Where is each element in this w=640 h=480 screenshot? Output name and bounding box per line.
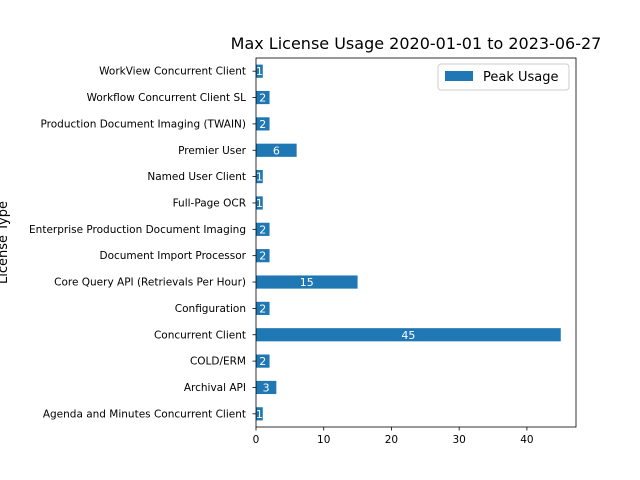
bar-value-label: 2 (259, 302, 266, 315)
bar (256, 249, 270, 263)
y-tick-label: Archival API (184, 382, 246, 394)
bar-value-label: 1 (256, 408, 263, 421)
bar-value-label: 15 (300, 276, 314, 289)
bar-value-label: 1 (256, 197, 263, 210)
bar-value-label: 45 (401, 329, 415, 342)
bar (256, 407, 263, 421)
bar (256, 90, 270, 105)
bar (256, 328, 561, 342)
legend-swatch (445, 71, 473, 81)
x-tick-label: 10 (317, 434, 330, 446)
bar (256, 275, 358, 289)
y-tick-label: Named User Client (147, 171, 246, 183)
y-tick-label: Full-Page OCR (173, 197, 246, 209)
bar-value-label: 6 (273, 144, 280, 157)
bar-value-label: 2 (259, 250, 266, 263)
y-tick-label: Agenda and Minutes Concurrent Client (43, 408, 246, 420)
x-axis: 0 10 20 30 40 (253, 427, 534, 446)
bar (256, 143, 297, 157)
legend-box (437, 63, 570, 91)
bar (256, 64, 263, 78)
bar (256, 170, 263, 184)
y-tick-label: Production Document Imaging (TWAIN) (41, 118, 246, 130)
bar-value-label: 3 (263, 381, 270, 394)
y-tick-label: Configuration (175, 303, 246, 315)
bar (256, 354, 270, 368)
bar-value-label: 2 (259, 223, 266, 236)
y-tick-label: Workflow Concurrent Client SL (87, 92, 247, 104)
bar (256, 196, 263, 210)
y-tick-label: Core Query API (Retrievals Per Hour) (54, 277, 246, 289)
legend-label: Peak Usage (483, 70, 559, 85)
y-tick-label: Enterprise Production Document Imaging (29, 224, 246, 236)
bar-value-label: 2 (259, 118, 266, 131)
y-axis: Agenda and Minutes Concurrent Client Arch… (29, 66, 256, 420)
y-tick-label: Document Import Processor (100, 250, 247, 262)
y-tick-label: WorkView Concurrent Client (99, 66, 246, 78)
bar (256, 117, 270, 131)
y-tick-label: Concurrent Client (154, 329, 246, 341)
x-tick-label: 30 (452, 434, 465, 446)
x-tick-label: 40 (520, 434, 533, 446)
y-axis-title: License Type (0, 201, 11, 284)
x-tick-label: 20 (385, 434, 398, 446)
bar (256, 222, 270, 236)
bar-value-label: 1 (256, 171, 263, 184)
bar (256, 301, 270, 315)
plot-frame (255, 57, 577, 428)
bar-value-label: 2 (259, 355, 266, 368)
bar-value-label: 1 (256, 65, 263, 78)
legend: Peak Usage (437, 63, 570, 91)
chart-title: Max License Usage 2020-01-01 to 2023-06-… (231, 34, 602, 53)
bar-value-label: 2 (259, 92, 266, 105)
x-tick-label: 0 (253, 434, 260, 446)
bar (256, 380, 277, 395)
y-tick-label: Premier User (178, 145, 247, 157)
y-tick-label: COLD/ERM (190, 356, 246, 368)
